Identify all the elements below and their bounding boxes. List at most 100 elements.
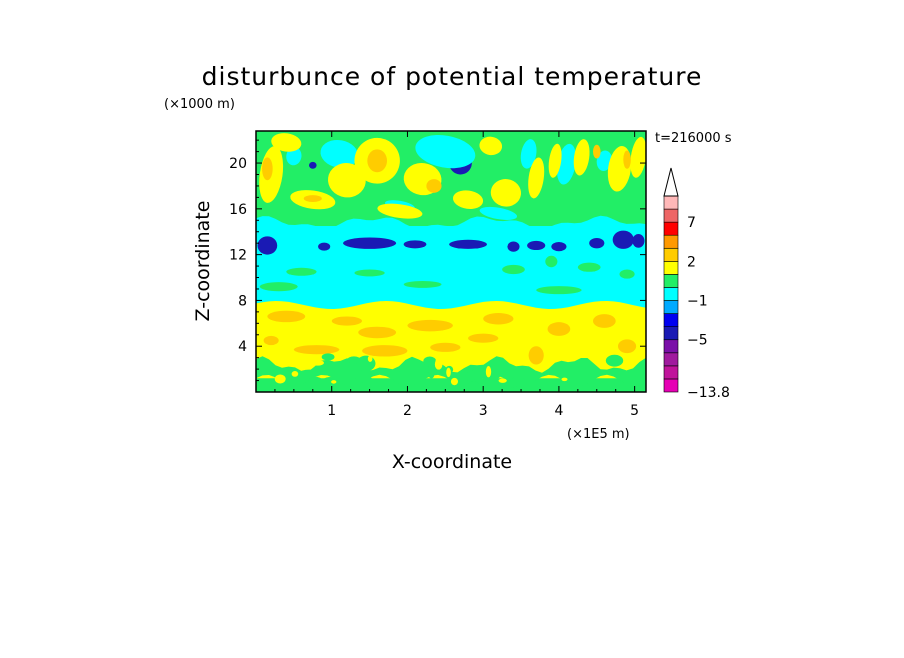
y-tick-label-20: 20 — [229, 156, 247, 172]
colorbar-swatch-8 — [663, 274, 679, 288]
colorbar-swatch-5 — [663, 313, 679, 327]
green-patch-8 — [536, 286, 582, 295]
surface-green-spot-8 — [321, 353, 335, 361]
yellow-patch-12 — [271, 133, 302, 152]
surface-green-spot-21 — [336, 368, 354, 382]
surface-yellow-spot-4 — [274, 374, 286, 384]
surface-green-spot-19 — [605, 354, 624, 367]
y-unit-label: (×1000 m) — [164, 97, 235, 112]
lower-orange-patch-2 — [358, 326, 397, 339]
orange-patch-3 — [303, 195, 322, 202]
yellow-patch-9 — [573, 139, 590, 176]
lower-orange-patch-9 — [547, 322, 571, 336]
cyan-patch-2 — [556, 143, 577, 185]
cyan-patch-3 — [520, 139, 537, 169]
lower-orange-patch-8 — [430, 342, 461, 352]
yellow-patch-8 — [548, 143, 562, 178]
lower-orange-patch-6 — [293, 345, 340, 355]
yellow-patch-14 — [452, 190, 484, 209]
lower-orange-patch-13 — [263, 335, 279, 346]
orange-patch-0 — [367, 149, 388, 173]
colorbar-swatch-6 — [663, 300, 679, 314]
y-tick-label-8: 8 — [238, 293, 247, 309]
surface-green-spot-16 — [423, 356, 437, 367]
surface-green-spot-1 — [427, 363, 436, 379]
yellow-patch-2 — [327, 163, 366, 198]
yellow-patch-11 — [630, 136, 646, 178]
yellow-patch-6 — [490, 179, 522, 207]
colorbar-extend-arrow — [663, 167, 679, 197]
surface-yellow-spot-13 — [434, 358, 443, 370]
cyan-lower-edge — [256, 268, 646, 309]
surface-yellow-spot-6 — [331, 380, 337, 384]
orange-patch-4 — [623, 150, 631, 169]
green-patch-0 — [286, 267, 317, 276]
colorbar-label-1: 2 — [687, 254, 696, 270]
surface-yellow-spot-10 — [561, 377, 568, 382]
time-label: t=216000 s — [655, 131, 732, 146]
surface-yellow-spot-12 — [446, 367, 451, 378]
surface-yellow-spot-11 — [498, 378, 507, 383]
darkblue-cell-9 — [612, 230, 634, 249]
yellow-patch-5 — [377, 203, 423, 219]
colorbar-swatch-9 — [663, 261, 679, 275]
green-patch-1 — [354, 269, 385, 277]
colorbar-swatch-7 — [663, 287, 679, 301]
yellow-patch-13 — [479, 136, 503, 156]
surface-green-spot-18 — [356, 355, 376, 372]
surface-yellow-spot-7 — [464, 359, 477, 365]
lower-orange-patch-0 — [267, 310, 306, 323]
y-axis-ticks: 4 8 12 16 20 — [229, 139, 646, 382]
surface-green-spot-15 — [618, 371, 632, 382]
surface-green-spot-13 — [308, 376, 322, 383]
orange-patch-1 — [262, 157, 273, 181]
colorbar-swatch-14 — [663, 195, 679, 210]
x-axis-title: X-coordinate — [392, 451, 512, 473]
darkblue-cell-0 — [257, 236, 278, 255]
darkblue-cell-3 — [403, 240, 427, 249]
colorbar-swatch-0 — [663, 378, 679, 393]
colorbar-swatch-10 — [663, 247, 679, 262]
green-patch-4 — [577, 262, 601, 272]
x-tick-label-5: 5 — [630, 403, 639, 419]
lower-orange-patch-3 — [407, 319, 453, 332]
orange-patch-2 — [426, 179, 442, 193]
colorbar-swatch-1 — [663, 365, 679, 380]
chart-title: disturbunce of potential temperature — [202, 62, 703, 91]
surface-green-spot-6 — [299, 369, 320, 377]
green-near-surface — [256, 356, 646, 387]
surface-yellow-spot-3 — [311, 360, 324, 366]
surface-yellow-spot-1 — [485, 366, 492, 378]
green-patch-7 — [403, 280, 442, 288]
darkblue-cell-2 — [343, 237, 397, 249]
contour-field — [256, 131, 646, 392]
x-unit-label: (×1E5 m) — [567, 427, 630, 442]
green-patch-2 — [502, 264, 525, 275]
colorbar-label-2: −1 — [687, 294, 708, 310]
colorbar-swatch-13 — [663, 208, 679, 223]
surface-green-spot-9 — [466, 369, 475, 384]
darkblue-cell-10 — [632, 234, 645, 248]
plot-frame — [255, 130, 647, 393]
x-tick-label-2: 2 — [403, 403, 412, 419]
lower-orange-patch-1 — [331, 316, 363, 326]
darkblue-cell-7 — [551, 242, 567, 252]
surface-green-spot-12 — [483, 368, 501, 381]
surface-yellow-spot-8 — [450, 377, 459, 386]
lower-orange-patch-4 — [483, 313, 514, 325]
darkblue-cell-4 — [449, 239, 487, 249]
colorbar-swatch-2 — [663, 352, 679, 367]
x-tick-label-1: 1 — [327, 403, 336, 419]
surface-green-spot-20 — [468, 381, 480, 390]
surface-green-spot-4 — [510, 376, 526, 387]
cyan-patch-1 — [415, 134, 476, 169]
surface-yellow-spot-9 — [291, 370, 299, 377]
darkblue-cell-8 — [589, 238, 605, 249]
cyan-patch-5 — [596, 150, 613, 171]
cyan-upper-edge — [256, 215, 646, 246]
x-axis-ticks: 1 2 3 4 5 — [274, 131, 639, 419]
x-tick-label-4: 4 — [554, 403, 563, 419]
surface-green-spot-17 — [354, 376, 373, 383]
orange-patch-5 — [592, 144, 601, 159]
